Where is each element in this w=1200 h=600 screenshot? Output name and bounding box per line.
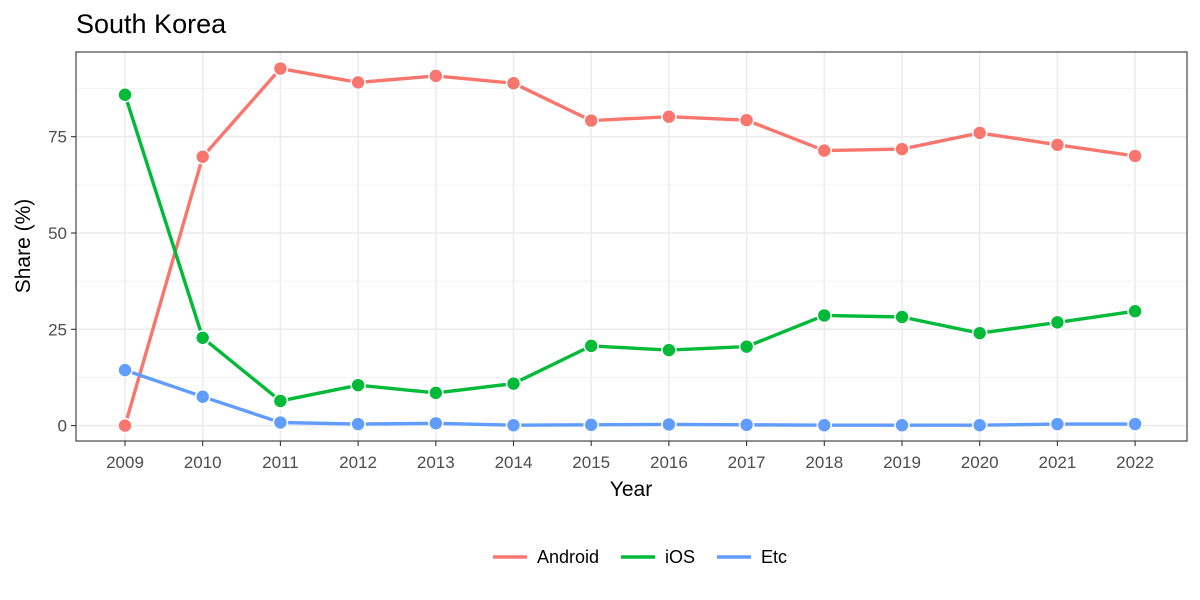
x-tick-label: 2013	[417, 453, 455, 472]
data-point-etc	[427, 415, 444, 432]
data-point-android	[350, 74, 366, 91]
data-point-etc	[738, 417, 755, 433]
legend-label-etc: Etc	[761, 547, 787, 567]
data-point-android	[505, 75, 522, 91]
x-tick-label: 2022	[1116, 453, 1154, 472]
data-point-etc	[894, 417, 910, 434]
x-tick-label: 2021	[1038, 453, 1076, 472]
legend-label-android: Android	[537, 547, 599, 567]
y-axis-title: Share (%)	[12, 199, 35, 294]
data-point-ios	[272, 393, 289, 409]
series-line-android	[123, 66, 1137, 428]
data-point-ios	[1127, 303, 1143, 320]
series-lines	[123, 66, 1137, 428]
data-point-android	[194, 148, 211, 165]
plot-border	[75, 51, 1188, 442]
data-point-etc	[505, 417, 522, 434]
data-point-ios	[738, 338, 755, 355]
data-point-etc	[816, 417, 833, 434]
x-tick-label: 2016	[650, 453, 688, 472]
data-point-ios	[427, 385, 444, 401]
x-tick-label: 2014	[495, 453, 533, 472]
legend-label-ios: iOS	[665, 547, 695, 567]
x-tick-label: 2019	[883, 453, 921, 472]
x-tick-label: 2010	[184, 453, 222, 472]
x-tick-label: 2009	[106, 453, 144, 472]
data-point-etc	[1127, 416, 1143, 432]
data-point-etc	[583, 417, 600, 433]
data-point-etc	[194, 388, 211, 405]
data-point-etc	[350, 416, 366, 432]
data-point-android	[971, 125, 988, 141]
data-point-android	[661, 108, 677, 125]
data-point-etc	[117, 362, 133, 378]
y-tick-label: 0	[58, 417, 67, 436]
data-point-etc	[1049, 416, 1066, 432]
series-line-etc	[123, 368, 1137, 427]
data-point-android	[117, 417, 133, 434]
series-line-ios	[123, 93, 1137, 403]
x-tick-label: 2018	[805, 453, 843, 472]
data-point-etc	[971, 417, 988, 434]
series-points	[117, 60, 1143, 434]
x-tick-label: 2012	[339, 453, 377, 472]
data-point-android	[738, 112, 755, 128]
data-point-android	[427, 68, 444, 84]
chart-title: South Korea	[76, 9, 227, 39]
x-axis-title: Year	[610, 478, 652, 501]
data-point-ios	[1049, 314, 1066, 331]
data-point-ios	[661, 342, 677, 358]
x-tick-label: 2020	[961, 453, 999, 472]
x-tick-label: 2015	[572, 453, 610, 472]
y-tick-label: 50	[48, 224, 67, 243]
data-point-etc	[661, 416, 677, 433]
data-point-android	[1127, 148, 1143, 164]
axes: 2009 2010 2011 2012 2013 2014 2015 2016 2017 2018…	[48, 128, 1154, 472]
data-point-android	[816, 142, 833, 159]
x-tick-label: 2011	[262, 453, 299, 472]
data-point-android	[1049, 137, 1066, 153]
data-point-ios	[350, 377, 366, 393]
legend: Android iOS Etc	[492, 547, 787, 567]
data-point-android	[894, 141, 910, 157]
data-point-etc	[272, 414, 289, 431]
data-point-android	[583, 112, 600, 129]
data-point-ios	[583, 338, 600, 354]
plot-background	[76, 52, 1187, 441]
data-point-ios	[971, 325, 988, 341]
data-point-ios	[194, 329, 211, 346]
data-point-ios	[894, 309, 910, 325]
data-point-ios	[816, 307, 833, 324]
y-tick-label: 75	[48, 128, 67, 147]
grid-lines	[76, 52, 1187, 441]
data-point-ios	[117, 86, 133, 103]
y-tick-label: 25	[48, 320, 67, 339]
x-tick-label: 2017	[728, 453, 766, 472]
data-point-android	[272, 60, 289, 77]
data-point-ios	[505, 375, 522, 392]
